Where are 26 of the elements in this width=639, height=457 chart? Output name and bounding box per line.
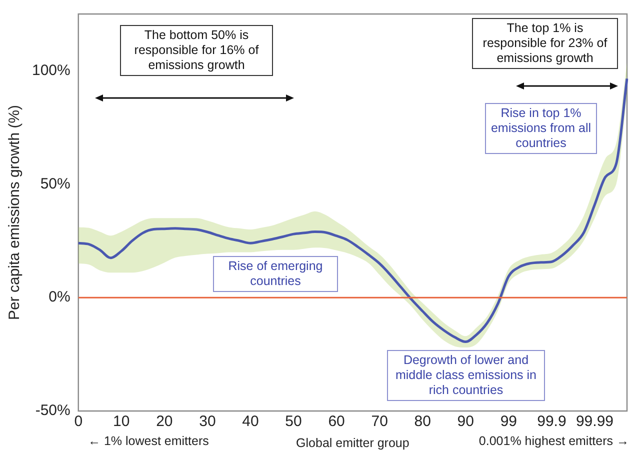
x-tick-label: 10	[113, 413, 130, 430]
y-tick-label: -50%	[35, 402, 70, 420]
x-tick-label: 99.99	[576, 413, 614, 430]
y-tick-label: 0%	[48, 288, 70, 306]
x-tick-label: 50	[285, 413, 302, 430]
text: ← 1% lowest emitters	[84, 432, 213, 451]
text: 0.001% highest emitters →	[474, 432, 633, 451]
x-tick-label: 90	[457, 413, 474, 430]
x-tick-label: 99	[500, 413, 518, 430]
annotation: The top 1% is responsible for 23% of emissions growth	[472, 18, 618, 69]
y-tick-label: 50%	[40, 175, 70, 192]
annotation: Rise of emerging countries	[213, 256, 338, 292]
y-axis-title: Per capita emissions growth (%)	[6, 104, 24, 320]
annotation: Rise in top 1% emissions from all countries	[485, 103, 597, 154]
x-tick-label: 70	[371, 413, 388, 430]
x-axis-title: Global emitter group	[296, 436, 410, 450]
annotation: Degrowth of lower and middle class emissions in rich countries	[387, 350, 545, 401]
y-tick-label: 100%	[32, 62, 70, 79]
x-tick-label: 80	[414, 413, 431, 430]
x-tick-label: 40	[242, 413, 259, 430]
x-tick-label: 30	[199, 413, 216, 430]
annotation: The bottom 50% is responsible for 16% of emissions growth	[120, 25, 273, 76]
x-tick-label: 20	[156, 413, 173, 430]
x-tick-label: 0	[74, 413, 83, 430]
x-tick-label: 99.9	[537, 413, 566, 430]
x-tick-label: 60	[328, 413, 345, 430]
